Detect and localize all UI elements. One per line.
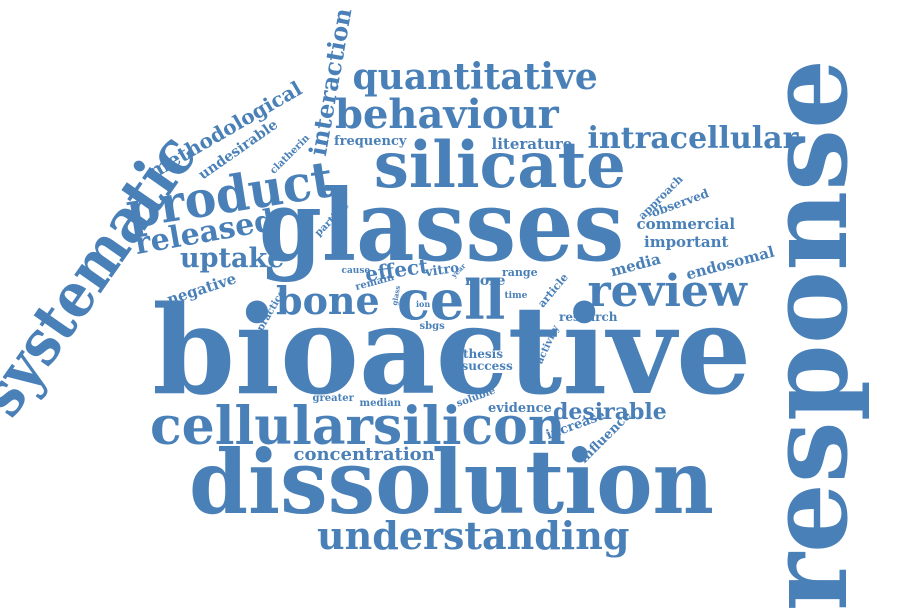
word-range: range — [502, 265, 538, 279]
word-commercial: commercial — [636, 214, 736, 233]
word-median: median — [359, 398, 401, 409]
word-dissolution: dissolution — [188, 430, 714, 534]
word-important: important — [644, 232, 729, 251]
word-sbgs: sbgs — [419, 321, 445, 332]
word-behaviour: behaviour — [335, 91, 559, 138]
word-glasses: glasses — [258, 169, 624, 284]
word-desirable: desirable — [553, 399, 667, 425]
word-concentration: concentration — [293, 444, 435, 465]
word-bone: bone — [276, 278, 380, 323]
word-greater: greater — [312, 393, 354, 404]
word-review: review — [587, 266, 747, 317]
word-time: time — [504, 290, 528, 301]
word-intracellular: intracellular — [587, 121, 799, 156]
word-ion: ion — [416, 299, 431, 309]
word-evidence: evidence — [488, 400, 552, 416]
word-understanding: understanding — [317, 513, 630, 558]
word-thesis: thesis — [463, 347, 503, 361]
word-frequency: frequency — [334, 133, 407, 149]
word-literature: literature — [491, 134, 573, 153]
word-more: more — [465, 273, 506, 289]
word-uptake: uptake — [180, 242, 285, 274]
word-research: research — [559, 310, 618, 324]
word-cell: cell — [397, 268, 506, 332]
word-quantitative: quantitative — [352, 56, 598, 98]
word-bioactive: bioactive — [152, 278, 752, 422]
word-cellularsilicon: cellularsilicon — [150, 396, 566, 457]
word-cause: cause — [341, 265, 371, 276]
word-silicate: silicate — [373, 128, 626, 203]
word-success: success — [461, 359, 513, 373]
